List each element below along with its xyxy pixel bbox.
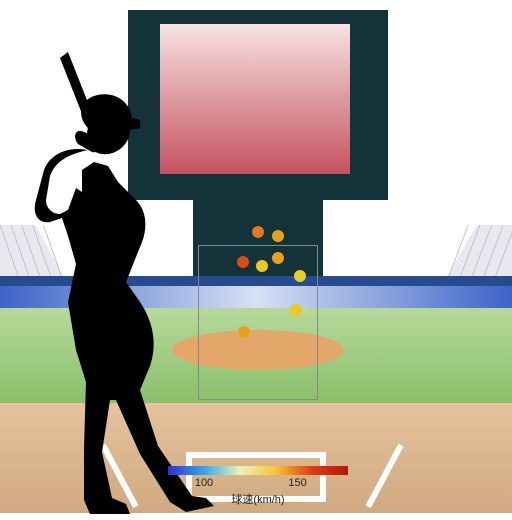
pitch-marker <box>252 226 264 238</box>
pitch-marker <box>272 230 284 242</box>
pitch-chart-canvas: 100 150 球速(km/h) <box>0 0 512 512</box>
pitch-marker <box>272 252 284 264</box>
stands-right <box>445 225 512 280</box>
speed-legend-label: 球速(km/h) <box>231 491 284 507</box>
speed-legend-tick: 100 <box>195 477 213 489</box>
pitch-marker <box>256 260 268 272</box>
batter-silhouette <box>0 50 250 520</box>
speed-legend-tick: 150 <box>288 477 306 489</box>
pitch-marker <box>294 270 306 282</box>
speed-legend: 100 150 球速(km/h) <box>168 466 348 506</box>
pitch-marker <box>290 304 302 316</box>
speed-legend-bar <box>168 466 348 475</box>
